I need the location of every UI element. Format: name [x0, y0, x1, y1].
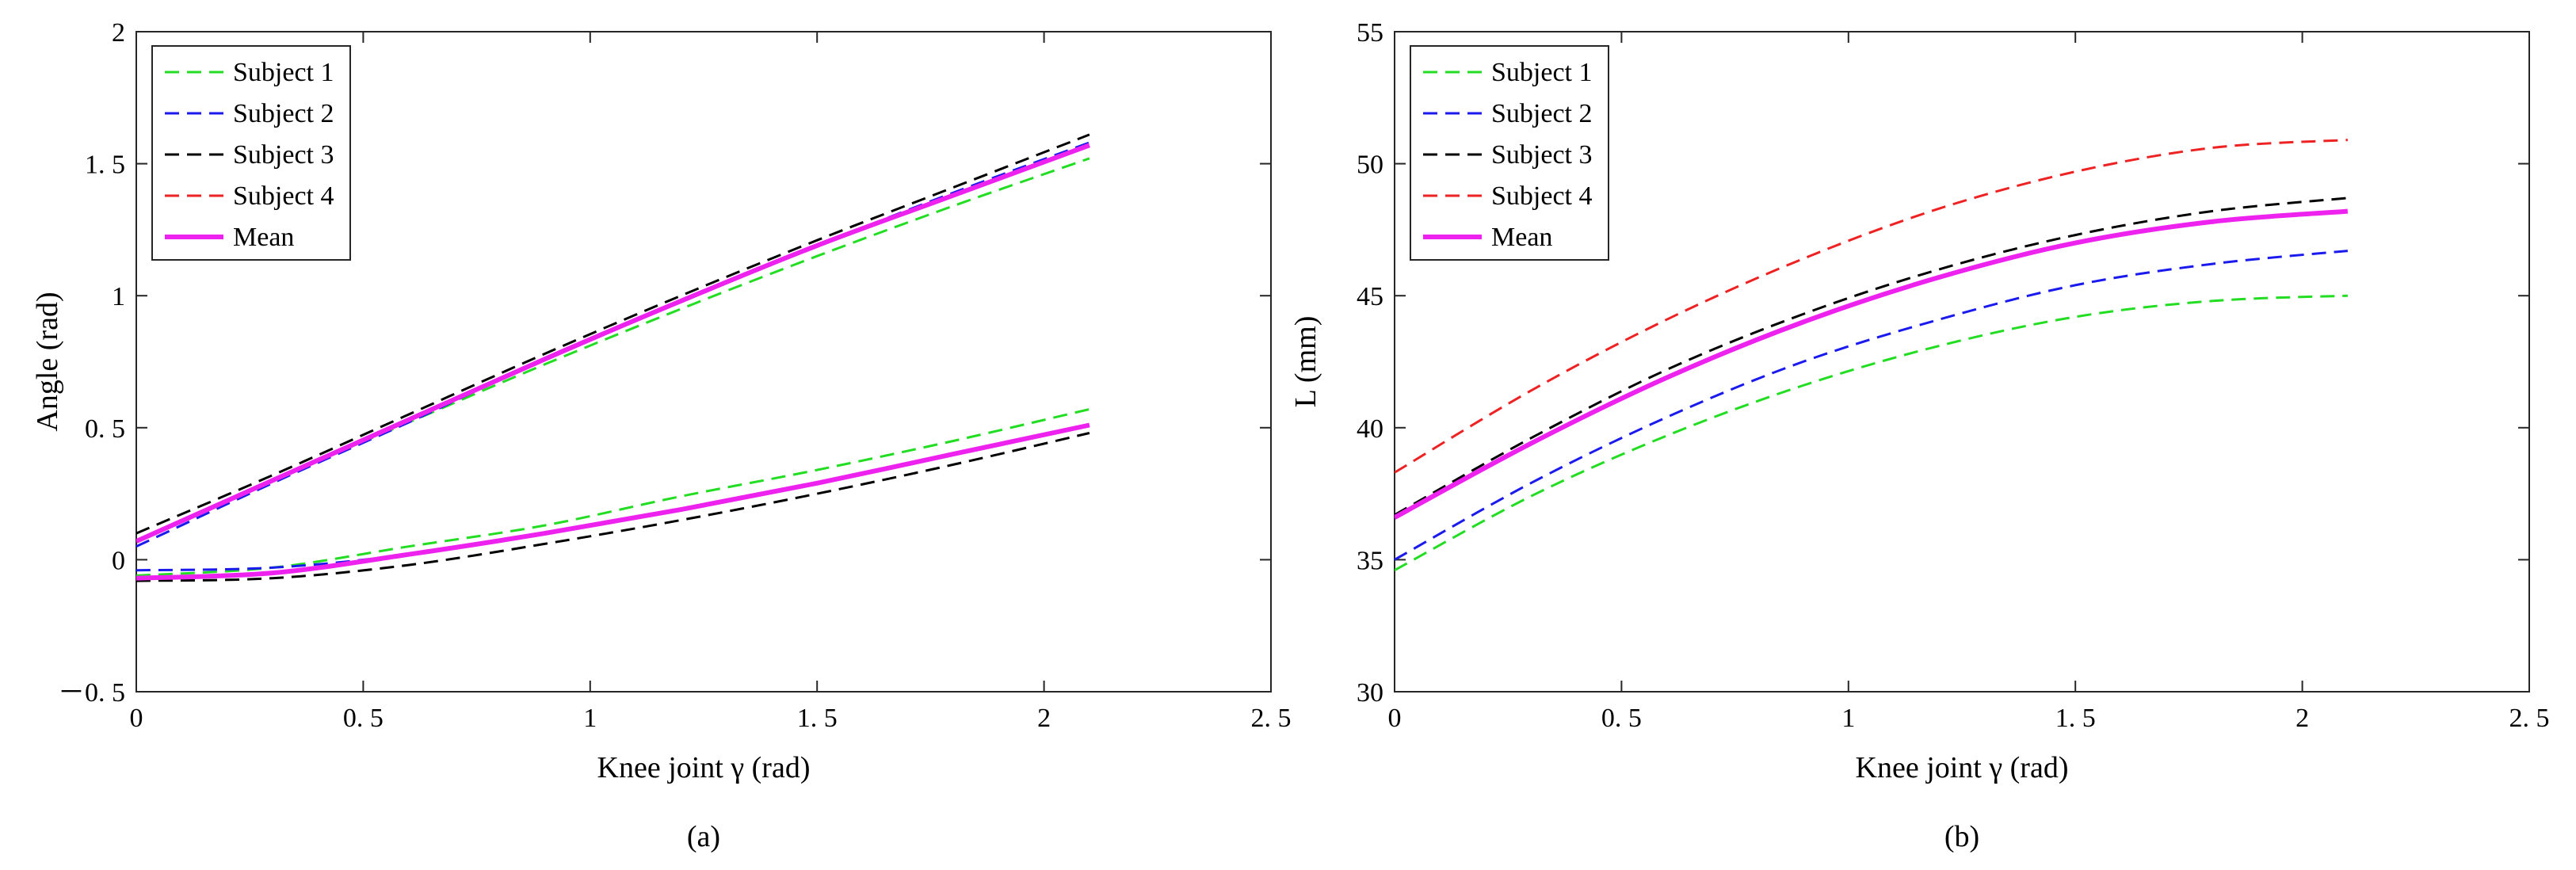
y-tick-label: 55 — [1357, 18, 1383, 48]
panel-b: 0 0. 5 1 1. 5 2 2. 5 30 35 40 45 50 55 Knee joint γ … — [1289, 18, 2550, 853]
series-line-subject-3-lower — [136, 432, 1090, 582]
legend-box — [1410, 45, 1609, 261]
x-tick-label: 2. 5 — [1251, 704, 1292, 733]
series-line-subject-3-upper — [136, 133, 1090, 535]
y-tick-label: －0. 5 — [58, 678, 125, 708]
x-tick-label: 0 — [1388, 704, 1402, 733]
x-axis-label: Knee joint γ (rad) — [1856, 751, 2069, 784]
legend-label-subject-2: Subject 2 — [1491, 99, 1592, 128]
x-tick-label: 0 — [130, 704, 143, 733]
y-axis-label: L (mm) — [1289, 316, 1322, 408]
panel-caption: (a) — [687, 820, 720, 853]
x-tick-label: 0. 5 — [1601, 704, 1642, 733]
legend-label-subject-3: Subject 3 — [233, 140, 334, 170]
x-axis-label: Knee joint γ (rad) — [597, 751, 811, 784]
y-tick-label: 30 — [1357, 678, 1383, 708]
panel-caption: (b) — [1944, 820, 1979, 853]
y-axis-label: Angle (rad) — [31, 292, 64, 431]
series-line-subject-1 — [1395, 294, 2348, 572]
series-line-mean-lower — [136, 422, 1090, 581]
series-group — [136, 133, 1090, 582]
series-line-subject-1-lower — [136, 408, 1090, 577]
legend: Subject 1 Subject 2 Subject 3 Subject 4 Mean — [151, 45, 351, 261]
series-line-mean — [1395, 208, 2349, 520]
legend-box — [151, 45, 351, 261]
y-tick-label: 40 — [1357, 414, 1383, 444]
series-line-subject-2 — [1395, 250, 2349, 561]
legend-label-subject-2: Subject 2 — [233, 99, 334, 128]
legend-label-mean: Mean — [233, 223, 294, 252]
y-tick-label: 2 — [112, 18, 125, 48]
x-tick-label: 0. 5 — [343, 704, 384, 733]
legend-label-subject-3: Subject 3 — [1491, 140, 1592, 170]
legend-label-subject-1: Subject 1 — [1491, 58, 1592, 87]
legend-label-subject-4: Subject 4 — [233, 181, 334, 211]
x-tick-label: 1. 5 — [2055, 704, 2096, 733]
legend-label-subject-4: Subject 4 — [1491, 181, 1592, 211]
x-tick-label: 2 — [2296, 704, 2309, 733]
legend-label-mean: Mean — [1491, 223, 1552, 252]
y-tick-label: 1. 5 — [85, 151, 125, 180]
y-tick-label: 45 — [1357, 282, 1383, 311]
x-tick-label: 1 — [583, 704, 597, 733]
series-line-mean-upper — [136, 143, 1090, 544]
series-line-subject-4 — [1395, 139, 2348, 474]
x-tick-label: 2 — [1037, 704, 1051, 733]
y-tick-label: 50 — [1357, 151, 1383, 180]
legend-label-subject-1: Subject 1 — [233, 58, 334, 87]
y-tick-label: 35 — [1357, 546, 1383, 575]
y-tick-label: 1 — [112, 282, 125, 311]
legend: Subject 1 Subject 2 Subject 3 Subject 4 Mean — [1410, 45, 1609, 261]
series-line-subject-3 — [1395, 197, 2349, 517]
x-tick-label: 1. 5 — [797, 704, 838, 733]
x-tick-label: 2. 5 — [2509, 704, 2550, 733]
series-group — [1395, 139, 2349, 572]
x-tick-label: 1 — [1841, 704, 1855, 733]
y-tick-label: 0. 5 — [85, 414, 125, 444]
y-tick-label: 0 — [112, 546, 125, 575]
